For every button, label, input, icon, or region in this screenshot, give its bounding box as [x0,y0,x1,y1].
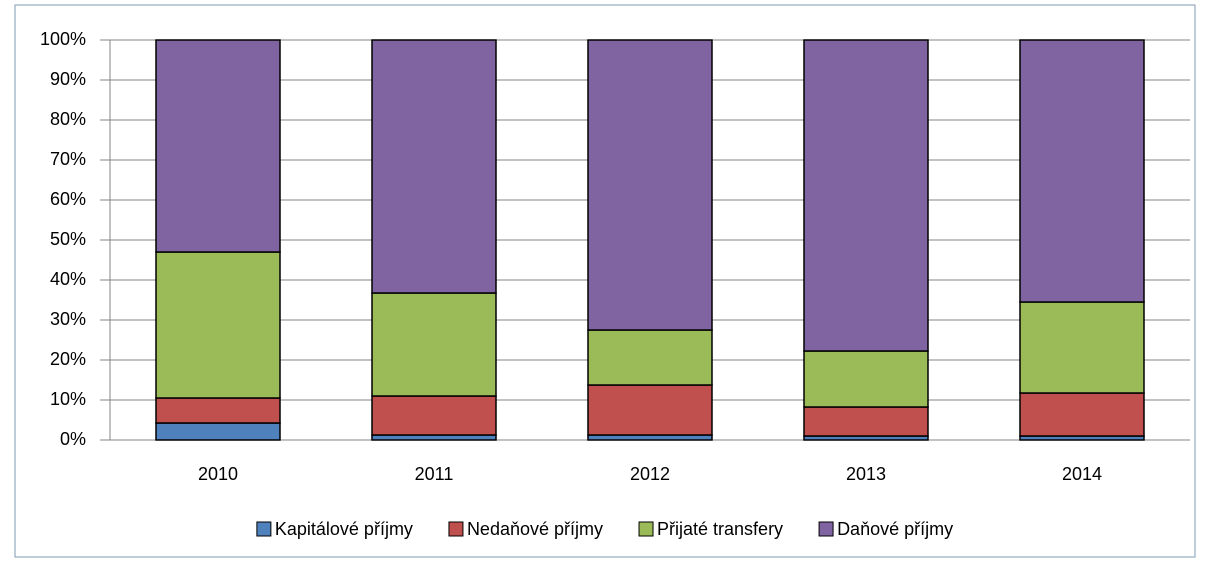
bar-segment [803,350,929,408]
bar-segment [587,329,713,386]
y-tick-label: 100% [40,29,86,49]
bar-segment [155,422,281,441]
bar-segment [803,39,929,352]
bar-segment [371,292,497,397]
legend-label: Kapitálové příjmy [275,519,413,539]
y-tick-label: 60% [50,189,86,209]
bar-segment [1019,39,1145,303]
legend-swatch [256,521,272,537]
x-tick-label: 2014 [1062,464,1102,484]
y-tick-label: 40% [50,269,86,289]
bar-segment [803,406,929,437]
x-tick-label: 2010 [198,464,238,484]
legend-label: Přijaté transfery [657,519,783,539]
y-tick-label: 50% [50,229,86,249]
legend-swatch [818,521,834,537]
bar-segment [1019,301,1145,394]
bar-segment [371,39,497,294]
bar-segment [1019,392,1145,437]
legend-label: Daňové příjmy [837,519,953,539]
legend-swatch [638,521,654,537]
y-tick-label: 30% [50,309,86,329]
x-tick-label: 2011 [415,464,454,484]
x-tick-label: 2013 [846,464,886,484]
y-tick-label: 0% [60,429,86,449]
y-tick-label: 80% [50,109,86,129]
x-tick-label: 2012 [630,464,670,484]
bar-segment [587,384,713,436]
bar-segment [155,39,281,253]
bar-segment [371,395,497,436]
y-tick-label: 10% [50,389,86,409]
bar-segment [587,39,713,331]
y-tick-label: 90% [50,69,86,89]
y-tick-label: 70% [50,149,86,169]
legend-swatch [448,521,464,537]
bar-segment [155,397,281,424]
bar-segment [155,251,281,399]
y-tick-label: 20% [50,349,86,369]
chart-frame [14,4,1196,558]
legend-label: Nedaňové příjmy [467,519,603,539]
